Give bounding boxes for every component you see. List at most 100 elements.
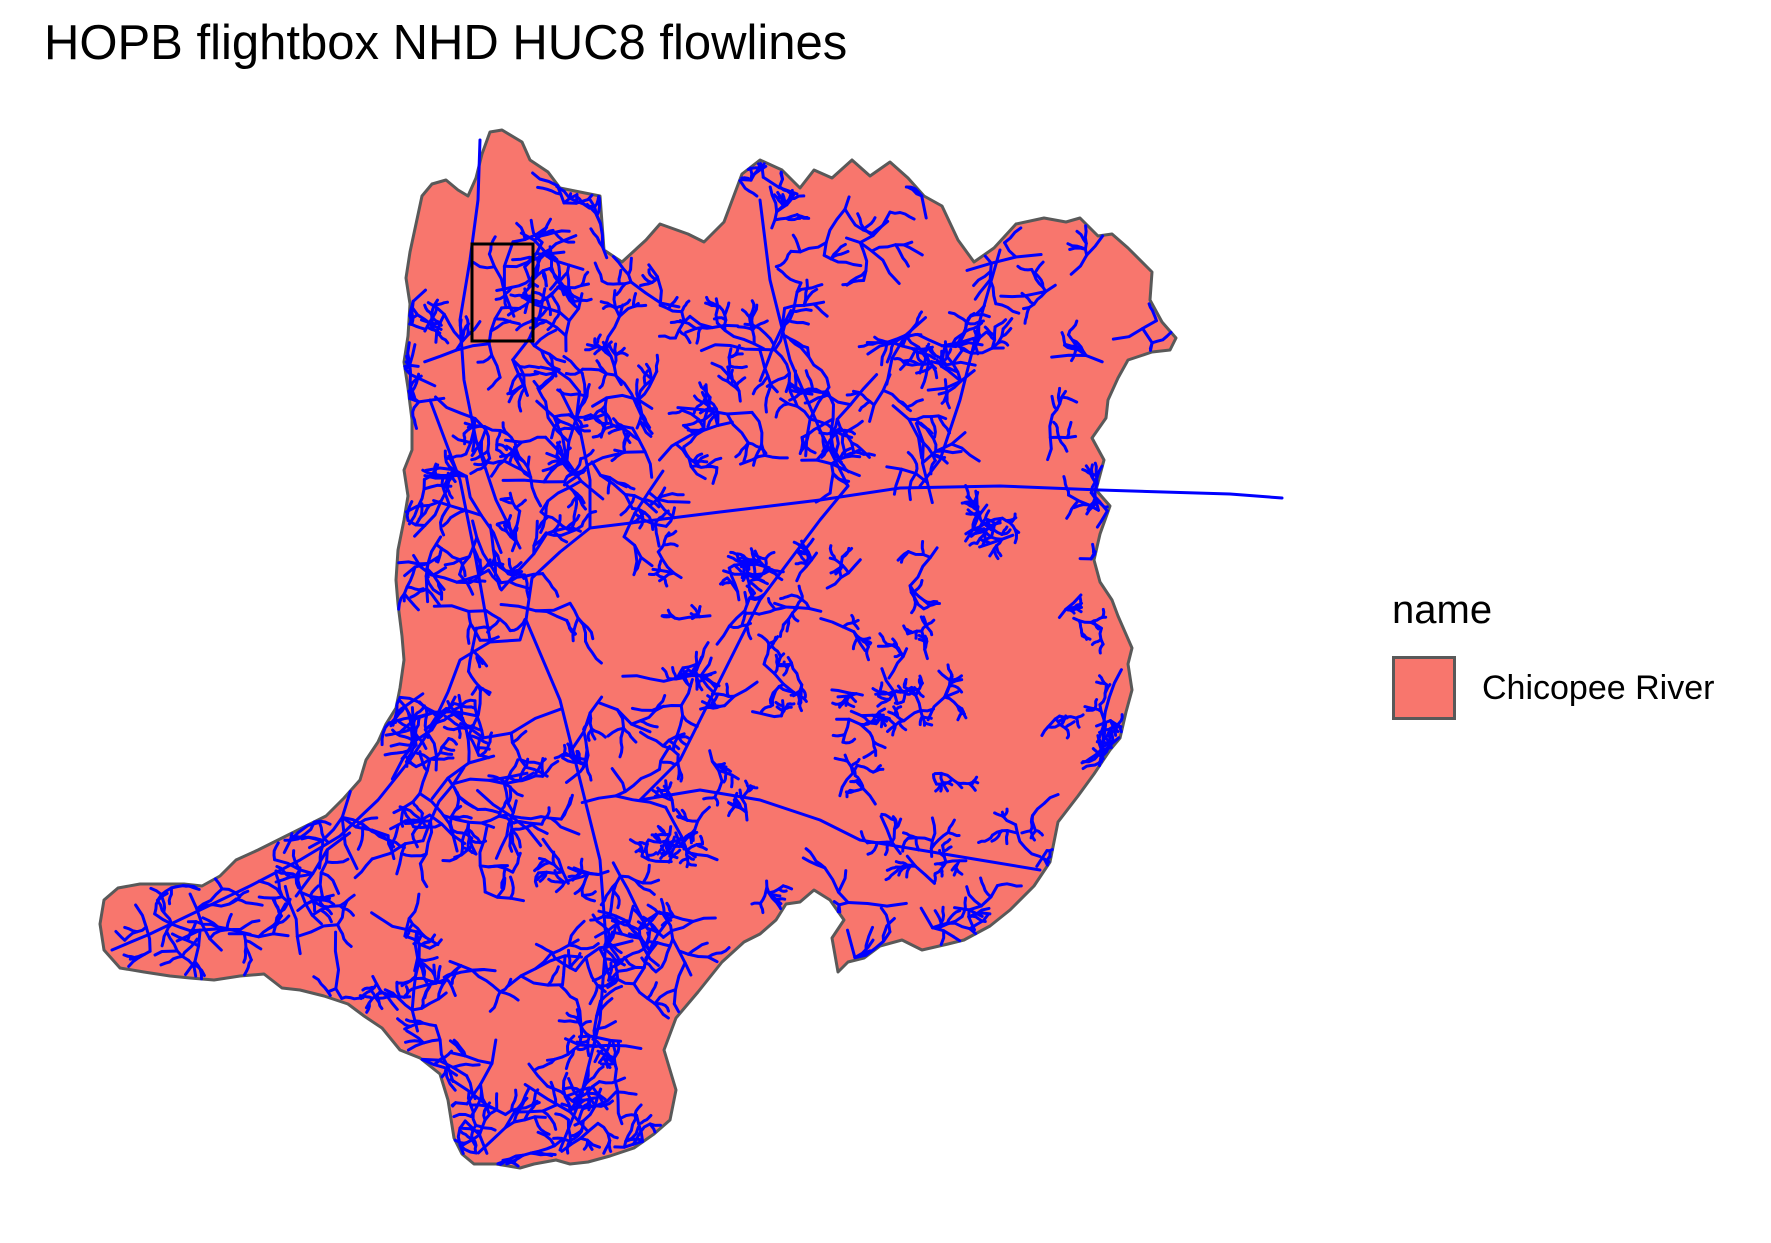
flowline-tributary [539,365,582,394]
flowline-tributary [418,792,459,853]
flowline-tributary [777,887,788,893]
flowline-tributary [369,989,380,1004]
flowline-tributary [566,1034,576,1056]
flowline-tributary [510,824,533,832]
flowline-tributary [637,1114,653,1126]
flowline-tributary [849,757,861,769]
flowline-tributary [616,965,646,973]
flowline-tributary [831,701,844,706]
flowline-tributary [561,955,567,987]
flowline-tributary [661,912,693,977]
flowline-tributary [500,866,507,890]
flowline-tributary [739,557,748,564]
flowline-tributary [776,662,792,668]
flowline-tributary [938,859,968,866]
flowline-tributary [607,343,618,357]
flowline-tributary [384,727,413,737]
flowline-tributary [822,195,851,257]
flowline-tributary [770,568,784,582]
flowline-tributary [411,813,432,836]
flowline-tributary [502,240,516,318]
flowline-tributary [931,915,964,930]
flowline-tributary [964,503,989,543]
flowline-tributary [180,937,199,958]
flowline-tributary [555,185,572,200]
flowline-tributary [340,995,365,1001]
flowline-tributary [408,374,423,400]
flowline-tributary [965,253,1043,272]
flowline-tributary [852,450,876,457]
flowline-tributary [967,884,999,912]
flowline-tributary [677,949,719,964]
flowline-tributary [799,432,810,453]
flowline-tributary [434,312,446,344]
flowline-tributary [450,1051,494,1065]
flowline-tributary [478,825,489,894]
flowline-tributary [325,857,350,864]
flowline-tributary [508,580,531,590]
flowline-tributary [723,301,731,317]
flowline-tributary [905,398,924,409]
flowline-tributary [789,241,828,254]
flowline-tributary [428,756,455,761]
flowline-tributary [536,1130,557,1148]
flowline-tributary [1147,302,1158,323]
flowline-tributary [841,618,860,629]
flowline-tributary [740,611,748,628]
flowline-tributary [983,254,993,265]
flowline-tributary [579,448,595,461]
watershed-polygon [98,128,1178,1170]
flowline-tributary [654,353,660,373]
flowline-tributary [853,774,865,791]
flowline-tributary [934,782,943,793]
flowline-tributary [439,504,451,537]
flowline-tributary [508,828,514,853]
flowline-tributary [595,1099,614,1108]
flowline-tributary [879,906,892,934]
flowline-tributary [600,1061,617,1066]
flowline-tributary [213,877,224,891]
flowline-tributary [405,363,411,368]
flowline-tributary [551,514,562,533]
flowline-tributary [495,429,502,452]
flowline-tributary [274,872,315,884]
flowline-tributary [532,519,539,556]
flowline-tributary [340,815,390,838]
flowline-tributary [978,533,1015,549]
flowline-tributary [685,853,695,861]
flowline-tributary [812,302,829,318]
flowline-tributary [581,367,617,377]
flowline-tributary [584,757,593,782]
flowline-tributary [785,617,791,633]
flowline-tributary [612,1039,621,1060]
flowline-tributary [672,961,687,1006]
flowline-tributary [672,1002,681,1014]
flowline-tributary [402,985,410,999]
flowline-tributary [501,1153,525,1162]
flowline-tributary [914,629,919,640]
flowline-tributary [651,789,662,798]
flowline-tributary [963,321,984,334]
flowline-tributary [405,585,425,592]
flowline-main-stem [558,388,592,530]
flowline-tributary [160,922,174,948]
flowline-tributary [947,684,964,694]
flowline-tributary [1052,420,1061,439]
flowline-tributary [719,766,732,773]
flowline-tributary [274,914,291,928]
flowline-tributary [579,270,590,287]
flowline-tributary [1031,793,1060,818]
flowline-tributary [893,357,908,366]
flowline-tributary [1101,607,1106,619]
flowline-tributary [983,517,997,525]
flowline-tributary [1050,394,1059,412]
flowline-tributary [428,320,440,334]
flowline-tributary [973,278,992,301]
flowline-tributary [1074,713,1085,720]
flowline-tributary [413,486,450,538]
flowline-tributary [308,884,320,898]
flowline-tributary [536,185,563,196]
flowline-tributary [584,1065,605,1085]
flowline-tributary [873,707,887,718]
flowline-tributary [453,698,477,711]
